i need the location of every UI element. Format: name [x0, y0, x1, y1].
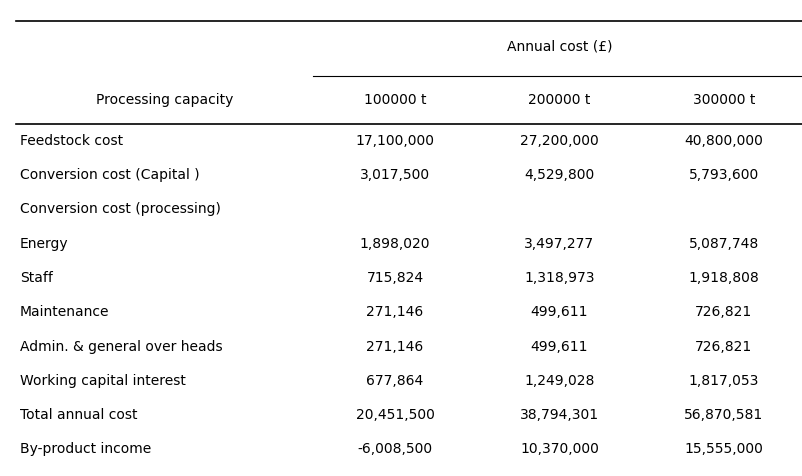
Text: 499,611: 499,611 — [531, 339, 588, 354]
Text: 3,497,277: 3,497,277 — [525, 237, 594, 251]
Text: 5,793,600: 5,793,600 — [689, 168, 759, 182]
Text: 300000 t: 300000 t — [693, 93, 755, 107]
Text: 38,794,301: 38,794,301 — [520, 408, 599, 422]
Text: 271,146: 271,146 — [367, 339, 423, 354]
Text: 1,249,028: 1,249,028 — [525, 374, 594, 388]
Text: Energy: Energy — [20, 237, 69, 251]
Text: 1,918,808: 1,918,808 — [688, 271, 759, 285]
Text: Annual cost (£): Annual cost (£) — [507, 39, 612, 53]
Text: Admin. & general over heads: Admin. & general over heads — [20, 339, 223, 354]
Text: 4,529,800: 4,529,800 — [525, 168, 594, 182]
Text: 20,451,500: 20,451,500 — [355, 408, 435, 422]
Text: Processing capacity: Processing capacity — [95, 93, 233, 107]
Text: 5,087,748: 5,087,748 — [689, 237, 759, 251]
Text: 1,817,053: 1,817,053 — [689, 374, 759, 388]
Text: 726,821: 726,821 — [695, 305, 752, 319]
Text: 677,864: 677,864 — [367, 374, 423, 388]
Text: 10,370,000: 10,370,000 — [520, 442, 599, 456]
Text: 17,100,000: 17,100,000 — [355, 134, 435, 148]
Text: Conversion cost (Capital ): Conversion cost (Capital ) — [20, 168, 200, 182]
Text: 3,017,500: 3,017,500 — [360, 168, 430, 182]
Text: By-product income: By-product income — [20, 442, 152, 456]
Text: 100000 t: 100000 t — [364, 93, 426, 107]
Text: 27,200,000: 27,200,000 — [520, 134, 599, 148]
Text: -6,008,500: -6,008,500 — [358, 442, 432, 456]
Text: 1,898,020: 1,898,020 — [360, 237, 430, 251]
Text: 715,824: 715,824 — [367, 271, 423, 285]
Text: Total annual cost: Total annual cost — [20, 408, 138, 422]
Text: Staff: Staff — [20, 271, 53, 285]
Text: 56,870,581: 56,870,581 — [684, 408, 764, 422]
Text: Conversion cost (processing): Conversion cost (processing) — [20, 202, 221, 217]
Text: 40,800,000: 40,800,000 — [684, 134, 764, 148]
Text: Feedstock cost: Feedstock cost — [20, 134, 124, 148]
Text: 200000 t: 200000 t — [529, 93, 590, 107]
Text: 499,611: 499,611 — [531, 305, 588, 319]
Text: Maintenance: Maintenance — [20, 305, 110, 319]
Text: Working capital interest: Working capital interest — [20, 374, 186, 388]
Text: 271,146: 271,146 — [367, 305, 423, 319]
Text: 726,821: 726,821 — [695, 339, 752, 354]
Text: 15,555,000: 15,555,000 — [684, 442, 764, 456]
Text: 1,318,973: 1,318,973 — [525, 271, 594, 285]
